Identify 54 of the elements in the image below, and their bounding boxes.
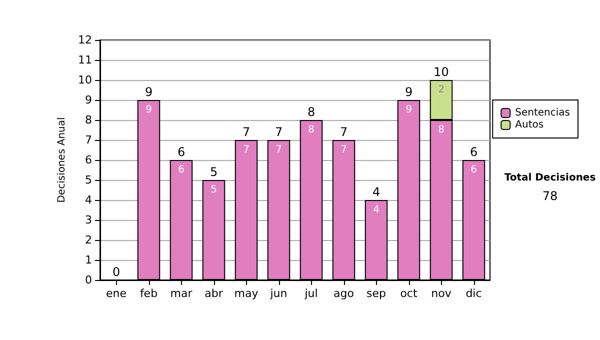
x-tick-label: jul [304, 287, 318, 300]
data-label: 6 [470, 164, 477, 176]
y-tick-label: 9 [85, 94, 92, 106]
data-label: 9 [406, 104, 412, 116]
total-label: 0 [112, 265, 120, 279]
x-tick-label: dic [466, 287, 482, 300]
y-axis-title: Decisiones Anual [56, 117, 68, 203]
x-tick-label: ago [334, 287, 354, 300]
data-label: 8 [308, 124, 314, 136]
text: 78 [542, 189, 558, 203]
data-label: 4 [373, 204, 380, 216]
x-tick-label: jun [269, 287, 288, 300]
text: Total Decisiones [504, 172, 596, 184]
total-label: 4 [372, 185, 380, 199]
x-tick-label: sep [366, 287, 386, 300]
data-label: 2 [438, 84, 444, 96]
data-label: 9 [146, 104, 152, 116]
y-tick-label: 1 [85, 254, 92, 266]
x-tick-label: nov [431, 287, 452, 300]
total-label: 5 [210, 165, 218, 179]
total-label: 6 [177, 145, 186, 159]
total-label: 9 [144, 85, 153, 99]
x-tick-label: may [234, 287, 259, 300]
x-tick-label: oct [400, 287, 418, 300]
legend-label: Autos [515, 120, 544, 130]
data-label: 7 [340, 144, 347, 156]
x-tick-label: ene [106, 287, 127, 300]
total-label: 6 [470, 145, 478, 159]
data-label: 7 [243, 144, 250, 156]
y-tick-label: 11 [78, 54, 92, 66]
data-label: 7 [276, 144, 282, 156]
y-tick-label: 4 [85, 194, 92, 206]
data-label: 6 [178, 164, 184, 176]
y-tick-label: 0 [85, 274, 92, 286]
y-tick-label: 7 [85, 134, 92, 146]
y-tick-label: 8 [85, 114, 92, 126]
total-label: 7 [274, 125, 283, 139]
total-label: 10 [434, 65, 449, 79]
y-tick-label: 5 [85, 174, 92, 186]
y-tick-label: 3 [85, 214, 92, 226]
total-label: 8 [307, 105, 316, 119]
y-tick-label: 12 [78, 34, 92, 46]
total-label: 7 [340, 125, 348, 139]
total-label: 9 [404, 85, 413, 99]
y-tick-label: 10 [78, 74, 92, 86]
legend-label: Sentencias [515, 108, 570, 118]
total-label: 7 [242, 125, 250, 139]
x-tick-label: feb [140, 287, 158, 300]
x-tick-label: abr [204, 287, 224, 300]
y-tick-label: 2 [85, 234, 92, 246]
y-tick-label: 6 [85, 154, 92, 166]
data-label: 5 [210, 184, 217, 196]
x-tick-label: mar [170, 287, 193, 300]
data-label: 8 [438, 124, 444, 136]
